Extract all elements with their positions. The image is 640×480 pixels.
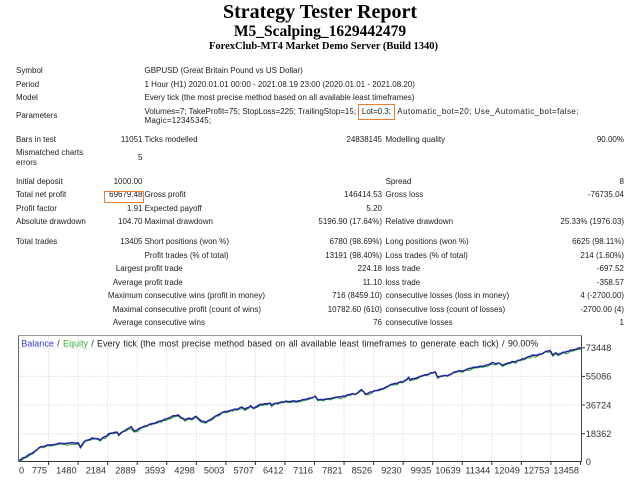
svg-text:1480: 1480 [56, 465, 76, 475]
svg-text:0: 0 [586, 457, 591, 467]
svg-text:5003: 5003 [204, 465, 224, 475]
svg-text:0: 0 [19, 465, 24, 475]
svg-text:12753: 12753 [524, 465, 550, 475]
svg-text:2184: 2184 [86, 465, 106, 475]
svg-text:Balance / Equity / Every tick: Balance / Equity / Every tick (the most … [21, 338, 538, 348]
svg-text:4298: 4298 [174, 465, 194, 475]
svg-text:9230: 9230 [381, 465, 401, 475]
svg-text:775: 775 [32, 465, 47, 475]
svg-text:13458: 13458 [553, 465, 579, 475]
svg-text:36724: 36724 [586, 400, 612, 410]
svg-text:2889: 2889 [115, 465, 135, 475]
svg-text:7821: 7821 [322, 465, 342, 475]
svg-text:3593: 3593 [145, 465, 165, 475]
svg-text:12049: 12049 [494, 465, 520, 475]
svg-text:55086: 55086 [586, 372, 612, 382]
svg-text:73448: 73448 [586, 343, 612, 353]
svg-text:7116: 7116 [293, 465, 313, 475]
svg-text:9935: 9935 [411, 465, 431, 475]
svg-text:18362: 18362 [586, 429, 612, 439]
svg-text:5707: 5707 [233, 465, 253, 475]
svg-text:6412: 6412 [263, 465, 283, 475]
svg-text:10639: 10639 [435, 465, 461, 475]
svg-text:8526: 8526 [352, 465, 372, 475]
svg-text:11344: 11344 [465, 465, 490, 475]
